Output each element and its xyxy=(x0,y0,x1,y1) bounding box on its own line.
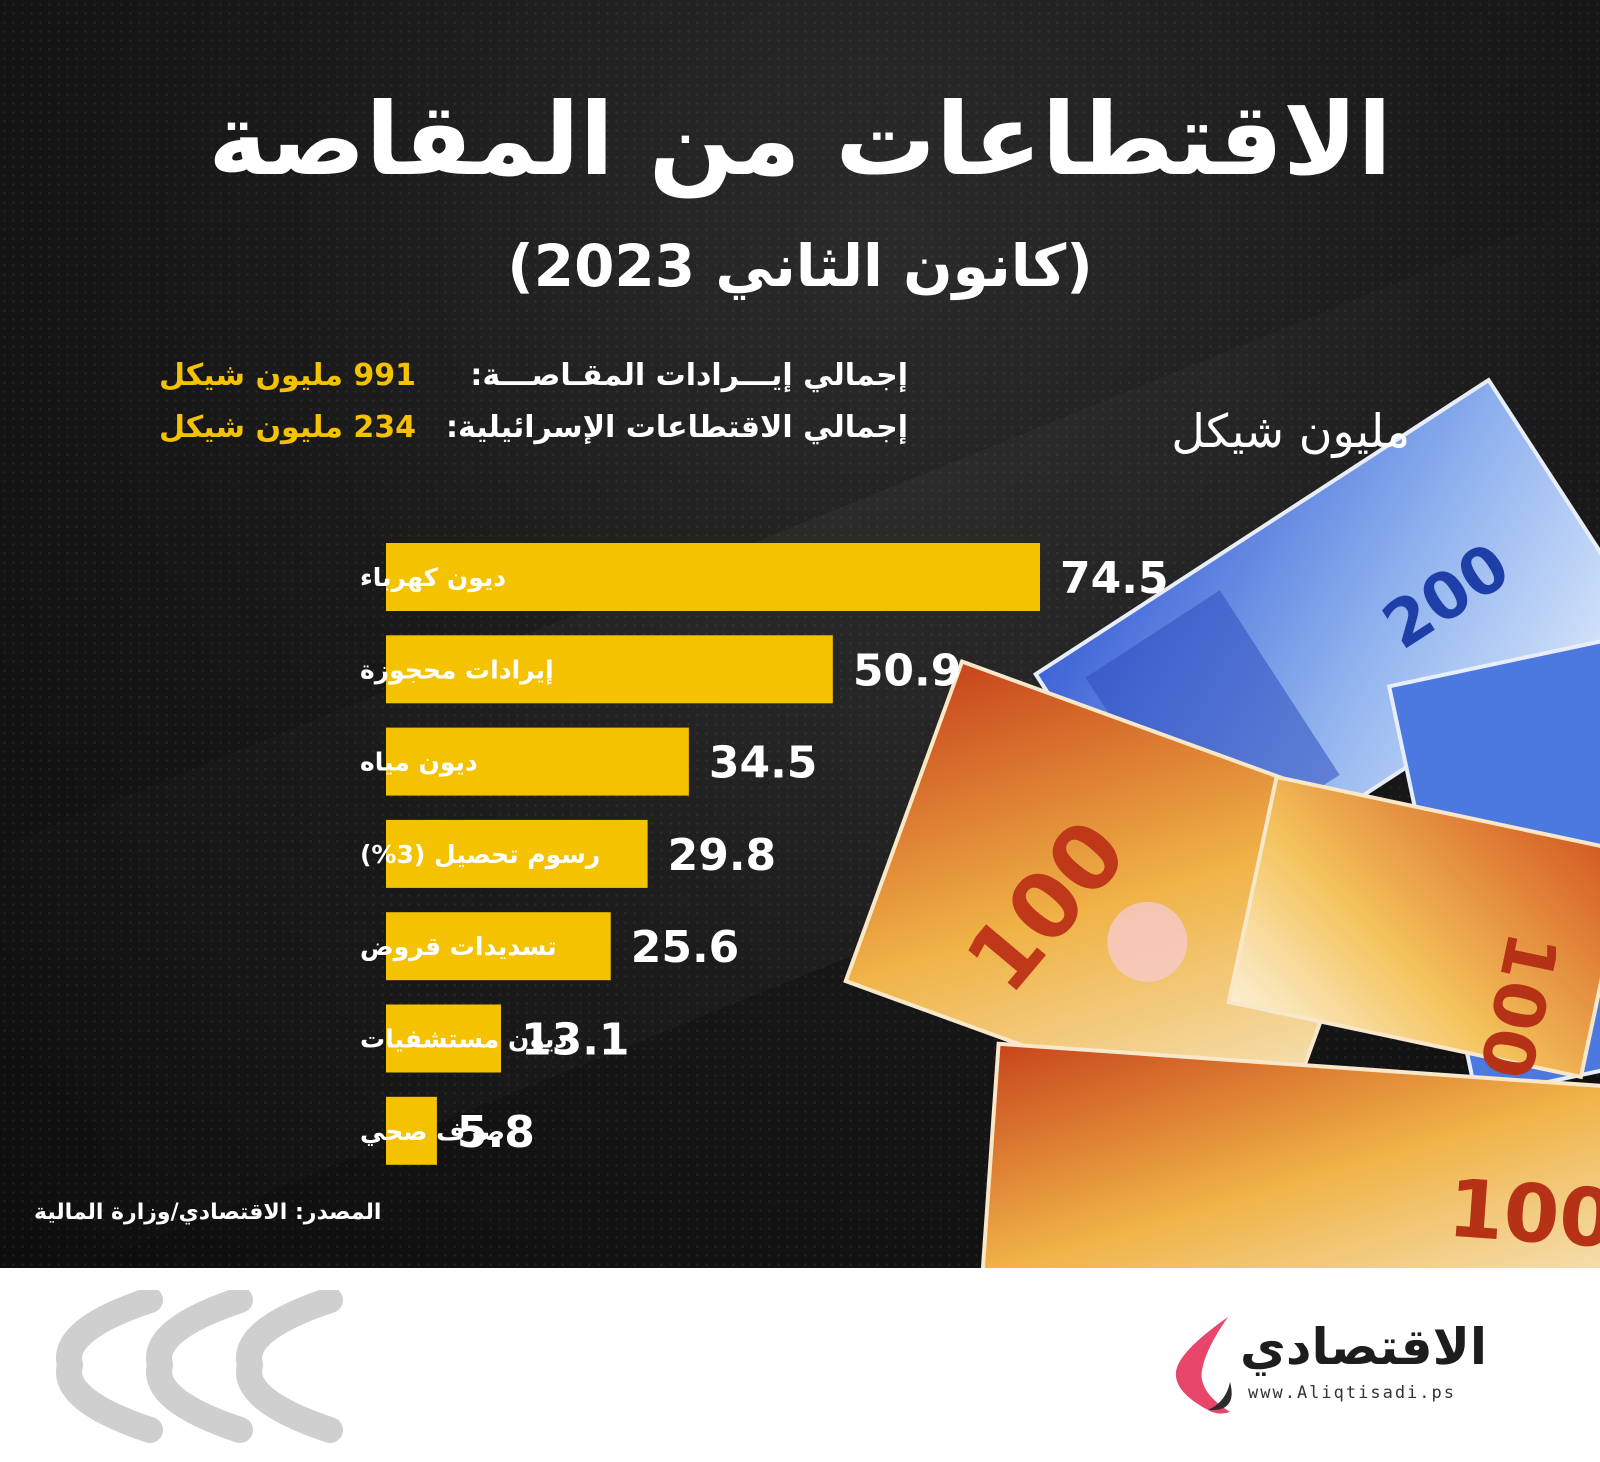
bar-6 xyxy=(386,1096,437,1165)
bar-2 xyxy=(386,727,689,796)
stat-label-deductions: إجمالي الاقتطاعات الإسرائيلية: xyxy=(446,410,908,445)
bar-5 xyxy=(386,1004,501,1073)
source-note: المصدر: الاقتصادي/وزارة المالية xyxy=(34,1200,382,1225)
stat-value-revenues: 991 مليون شيكل xyxy=(159,358,416,393)
stat-label-revenues: إجمالي إيـــرادات المقـاصـــة: xyxy=(470,358,908,393)
unit-label: مليون شيكل xyxy=(1171,404,1410,458)
category-label: ديون كهرباء xyxy=(360,563,506,593)
chart-title: الاقتطاعات من المقاصة xyxy=(208,81,1392,198)
value-label: 25.6 xyxy=(631,922,740,973)
value-label: 29.8 xyxy=(668,830,777,881)
chart-background: 200 100 100 100 الاقتطاعات من المقاصة (ك… xyxy=(0,0,1600,1268)
svg-text:100: 100 xyxy=(1445,1162,1600,1266)
value-label: 34.5 xyxy=(709,738,818,789)
value-label: 5.8 xyxy=(457,1107,535,1158)
category-label: إيرادات محجوزة xyxy=(360,655,554,685)
bar-0 xyxy=(386,543,1040,611)
category-label: ديون مياه xyxy=(360,748,478,778)
bar-1 xyxy=(386,635,833,704)
chevron-arrows-icon xyxy=(56,1290,343,1443)
banknotes-image: 200 100 100 100 xyxy=(843,377,1600,1268)
value-label: 13.1 xyxy=(521,1015,630,1066)
category-label: صرف صحي xyxy=(360,1117,505,1147)
logo-url: www.Aliqtisadi.ps xyxy=(1248,1383,1456,1403)
category-label: رسوم تحصيل (3%) xyxy=(360,840,600,870)
stat-value-deductions: 234 مليون شيكل xyxy=(159,410,416,445)
value-label: 50.9 xyxy=(853,645,962,696)
category-label: تسديدات قروض xyxy=(360,932,557,962)
value-label: 74.5 xyxy=(1060,553,1169,604)
bar-chart: ديون كهرباء 74.5 إيرادات محجوزة 50.9 ديون مي… xyxy=(360,543,1169,1165)
logo-mark-icon xyxy=(1175,1317,1232,1414)
category-label: ديون مستشفيات xyxy=(360,1025,567,1055)
bar-4 xyxy=(386,912,611,981)
bar-3 xyxy=(386,819,648,888)
logo-name: الاقتصادي xyxy=(1240,1318,1488,1376)
chart-subtitle: (كانون الثاني 2023) xyxy=(507,232,1093,300)
